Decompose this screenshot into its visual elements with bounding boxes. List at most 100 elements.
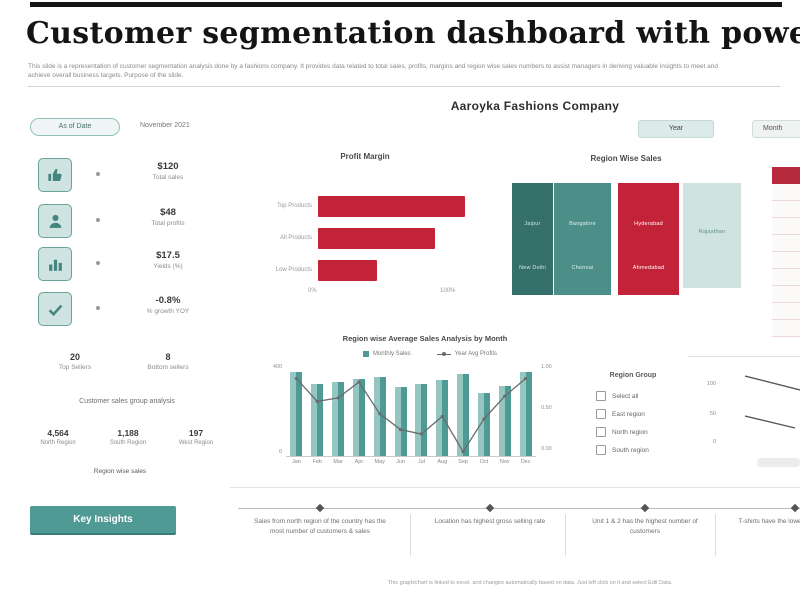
legend-monthly-sales: Monthly Sales (362, 351, 411, 357)
month-bar[interactable] (290, 372, 303, 456)
checkbox-label: East region (612, 410, 645, 418)
month-bar[interactable] (352, 378, 365, 456)
mini-axis-0: 0 (712, 439, 716, 445)
key-insights-button[interactable]: Key Insights (30, 506, 176, 535)
month-bar[interactable] (373, 376, 386, 456)
legend-label: Monthly Sales (372, 351, 411, 357)
monthly-bars-plot (286, 368, 536, 457)
profit-margin-bar-row: Top Products (240, 196, 480, 228)
month-filter-button[interactable]: Month (752, 120, 800, 138)
profit-margin-title: Profit Margin (340, 152, 390, 161)
kpi-value: $120 (157, 161, 179, 172)
right-axis-max: 1.00 (541, 364, 552, 370)
kpi-row: $48 Total profits (30, 204, 230, 242)
table-header (772, 167, 800, 184)
insight-marker (640, 503, 650, 513)
treemap-cell-label: Chennai (571, 265, 594, 271)
region-group-item[interactable]: South region (596, 444, 649, 456)
insight-divider (715, 514, 716, 556)
region-note: Region wise sales (93, 468, 147, 475)
kpi-label: % growth YOY (146, 308, 190, 315)
treemap-cell-label: Ahmedabad (632, 265, 665, 271)
month-label: May (374, 459, 385, 465)
treemap-cell[interactable]: Bangalore Chennai (554, 183, 611, 295)
month-bar[interactable] (519, 371, 532, 456)
thumbs-up-icon (38, 158, 72, 192)
kpi-label: Yields (%) (153, 263, 183, 270)
header-divider (28, 86, 780, 87)
kpi-label: Total profits (151, 220, 185, 227)
month-bar[interactable] (332, 382, 345, 456)
checkbox-icon[interactable] (596, 445, 606, 455)
as-of-date-button[interactable]: As of Date (30, 118, 120, 136)
month-label: Jan (291, 459, 301, 465)
profit-margin-bar (318, 196, 466, 217)
left-axis-min: 0 (278, 449, 282, 455)
month-bar[interactable] (477, 392, 490, 456)
bar-category-label: Top Products (276, 203, 312, 209)
insight-text: Location has highest gross selling rate (434, 518, 546, 525)
month-bar[interactable] (311, 383, 324, 456)
month-bar[interactable] (498, 385, 511, 456)
clipped-data-table (772, 167, 800, 337)
right-axis-min: 0.00 (541, 446, 552, 452)
page-title: Customer segmentation dashboard with pow… (26, 16, 800, 51)
right-panel-divider (688, 356, 800, 357)
region-group-item[interactable]: North region (596, 426, 648, 438)
insight-text: Unit 1 & 2 has the highest number of cus… (592, 518, 698, 536)
table-row (772, 184, 800, 201)
subtitle-line: achieve overall business targets. Purpos… (28, 72, 184, 79)
bottom-sellers-stat: 8 Bottom sellers (133, 352, 203, 371)
profit-margin-chart: Top Products All Products Low Products (240, 196, 480, 292)
checkbox-icon[interactable] (596, 391, 606, 401)
checkbox-icon[interactable] (596, 409, 606, 419)
treemap-cell-label: Hyderabad (634, 221, 663, 227)
treemap-cell-label: New Delhi (519, 265, 546, 271)
month-axis-labels: Jan Feb Mar Apr May Jun Jul Aug Sep Oct Nov Dec (286, 459, 536, 467)
treemap-cell-label: Jaipur (524, 221, 541, 227)
region-group-item[interactable]: East region (596, 408, 645, 420)
region-stat: 197 West Region (165, 428, 227, 446)
year-avg-profits-line (294, 376, 528, 454)
region-stat: 4,564 North Region (27, 428, 89, 446)
profit-margin-bar-row: All Products (240, 228, 480, 260)
year-filter-button[interactable]: Year (638, 120, 714, 138)
mini-axis-50: 50 (709, 411, 716, 417)
month-label: Nov (499, 459, 510, 465)
insights-timeline (238, 508, 800, 509)
region-group-item[interactable]: Select all (596, 390, 638, 402)
month-bar[interactable] (436, 380, 449, 456)
insight-marker (485, 503, 495, 513)
clipped-label-pill (757, 458, 800, 467)
profit-margin-bar (318, 260, 378, 281)
left-axis-max: 400 (272, 364, 282, 370)
month-label: Sep (458, 459, 468, 465)
bullet-dot (96, 306, 100, 310)
month-bar[interactable] (415, 383, 428, 456)
pm-axis-min: 0% (308, 288, 317, 294)
month-label: Apr (354, 459, 364, 465)
region-wise-sales-treemap: Jaipur New Delhi Bangalore Chennai Hyderabad… (512, 183, 741, 295)
insight-divider (565, 514, 566, 556)
bottom-sellers-value: 8 (165, 352, 171, 362)
company-title: Aaroyka Fashions Company (450, 99, 620, 113)
kpi-text: $48 Total profits (112, 207, 224, 227)
checkbox-icon[interactable] (596, 427, 606, 437)
treemap-cell[interactable]: Jaipur New Delhi (512, 183, 553, 295)
treemap-cell[interactable]: Hyderabad Ahmedabad (618, 183, 679, 295)
month-bar[interactable] (394, 387, 407, 456)
month-bar[interactable] (457, 374, 470, 456)
monthly-chart-legend: Monthly Sales Year Avg Profits (300, 351, 560, 357)
kpi-label: Total sales (152, 174, 184, 181)
profit-margin-bar-row: Low Products (240, 260, 480, 292)
treemap-cell-label: Bangalore (569, 221, 596, 227)
checkbox-label: North region (612, 428, 648, 436)
insights-top-divider (230, 487, 800, 488)
kpi-value: $17.5 (156, 250, 180, 261)
treemap-cell[interactable]: Rajasthan (683, 183, 741, 288)
clipped-mini-line-chart (745, 375, 800, 429)
user-icon (38, 204, 72, 238)
checkbox-label: South region (612, 446, 649, 454)
kpi-text: $17.5 Yields (%) (112, 250, 224, 270)
